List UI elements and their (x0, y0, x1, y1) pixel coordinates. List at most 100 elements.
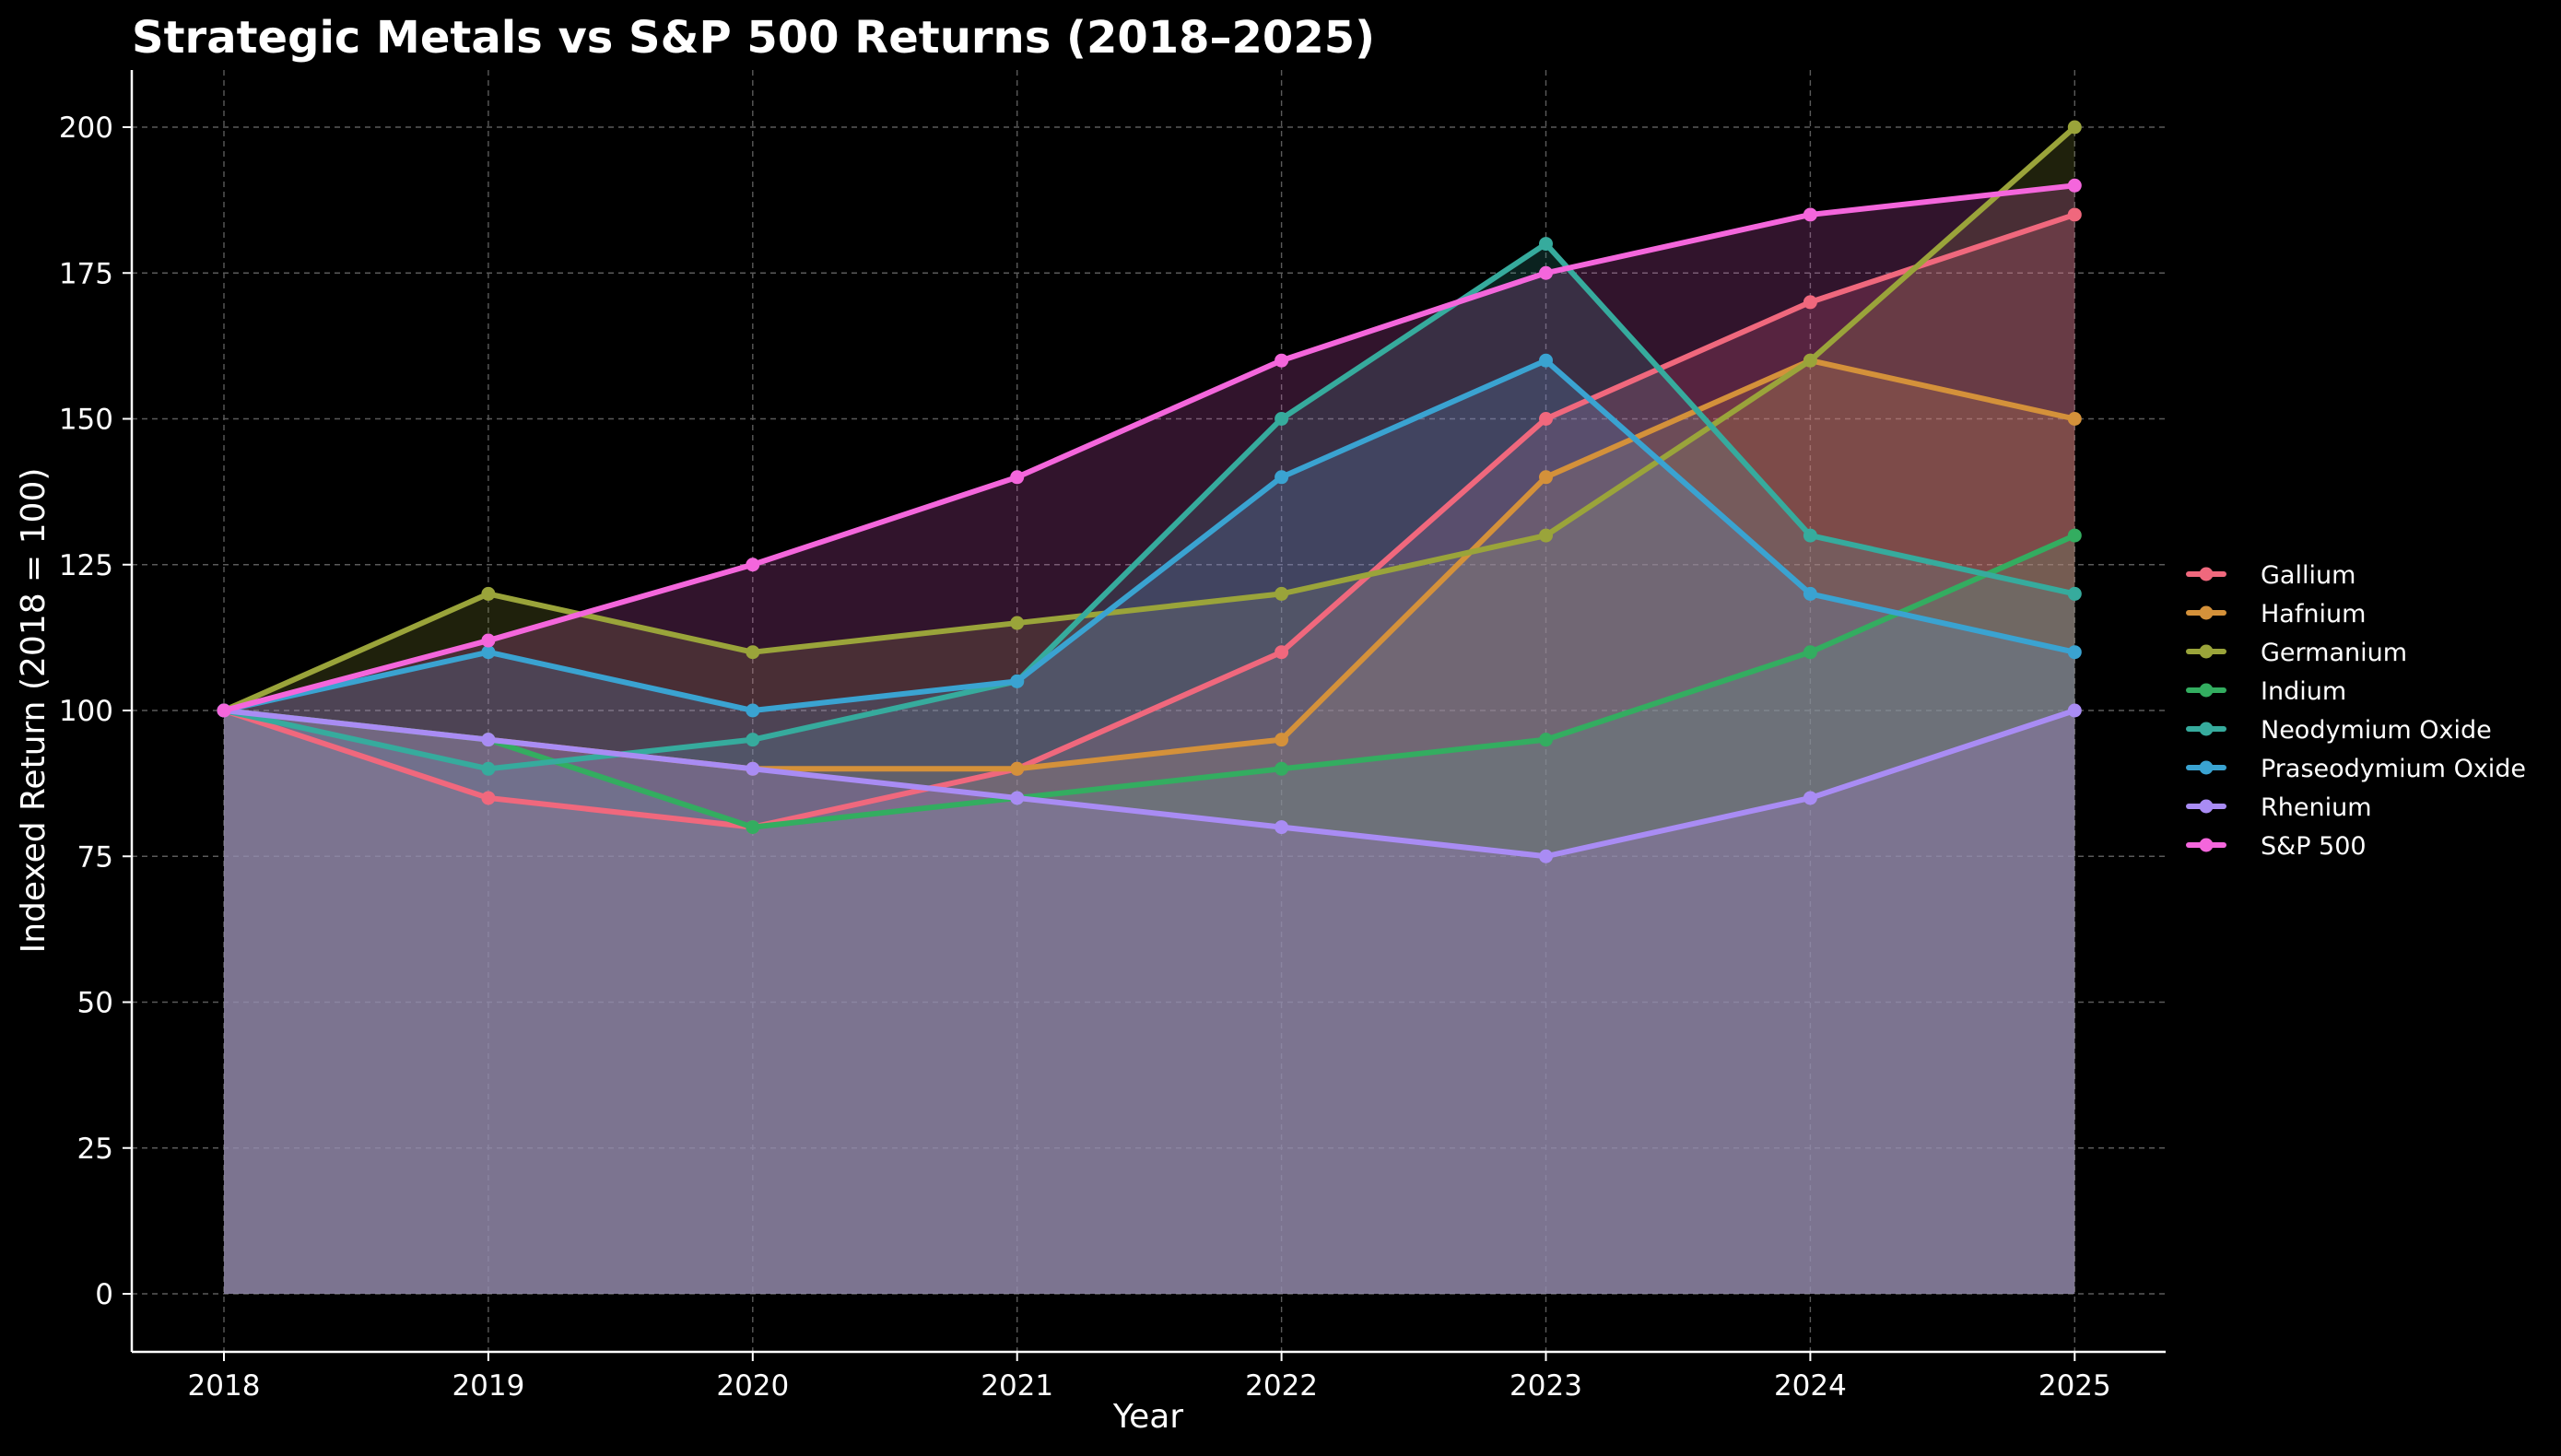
data-point (2067, 645, 2082, 660)
series-line (221, 211, 2078, 830)
y-tick-label: 150 (59, 404, 113, 437)
data-point (1275, 353, 1289, 368)
legend: Gallium Hafnium Germanium Indium Neodymium O… (2186, 561, 2526, 861)
data-point (217, 703, 231, 718)
data-point (1275, 761, 1289, 776)
data-point (481, 633, 496, 648)
legend-item: Praseodymium Oxide (2186, 755, 2526, 783)
data-point (1539, 412, 1553, 426)
y-tick-label: 100 (59, 695, 113, 728)
legend-label: Gallium (2261, 561, 2355, 590)
data-point (1010, 616, 1025, 630)
data-point (481, 791, 496, 805)
data-point (481, 761, 496, 776)
legend-marker (2199, 838, 2214, 852)
data-point (746, 558, 760, 572)
legend-marker (2199, 567, 2214, 581)
x-tick-label: 2024 (1774, 1369, 1847, 1403)
ticks: 2018 2019 2020 2021 2022 2023 2024 2025 0 25 50 75 1… (59, 112, 2111, 1403)
data-point (2067, 528, 2082, 543)
series-line (221, 241, 2078, 772)
data-point (2067, 178, 2082, 193)
legend-label: Rhenium (2261, 793, 2372, 822)
legend-label: Hafnium (2261, 600, 2366, 628)
data-point (481, 645, 496, 660)
data-point (746, 645, 760, 660)
series-line (221, 358, 2078, 713)
data-point (1010, 761, 1025, 776)
data-point (1275, 412, 1289, 426)
data-point (481, 586, 496, 601)
x-tick-label: 2022 (1245, 1369, 1318, 1403)
x-axis-label: Year (1112, 1398, 1183, 1436)
legend-label: Indium (2261, 677, 2346, 706)
legend-label: Germanium (2261, 639, 2407, 667)
y-tick-label: 175 (59, 257, 113, 290)
series-line (221, 124, 2078, 713)
data-point (1275, 586, 1289, 601)
data-point (1539, 353, 1553, 368)
legend-item: Neodymium Oxide (2186, 716, 2492, 745)
y-tick-label: 50 (77, 987, 113, 1020)
area-fill (224, 360, 2075, 1294)
data-point (746, 703, 760, 718)
area-fill (224, 185, 2075, 1294)
legend-marker (2199, 722, 2214, 736)
series-line (221, 533, 2078, 830)
series-lines (217, 120, 2082, 863)
data-point (1803, 353, 1817, 368)
data-point (2067, 120, 2082, 135)
data-point (1539, 237, 1553, 252)
data-point (1803, 207, 1817, 222)
data-point (1539, 733, 1553, 747)
data-point (1803, 586, 1817, 601)
legend-item: Hafnium (2186, 600, 2366, 628)
legend-label: Neodymium Oxide (2261, 716, 2492, 745)
data-point (1539, 265, 1553, 280)
legend-item: Rhenium (2186, 793, 2372, 822)
legend-marker (2199, 683, 2214, 698)
data-point (2067, 703, 2082, 718)
x-tick-label: 2020 (716, 1369, 789, 1403)
chart-title: Strategic Metals vs S&P 500 Returns (201… (132, 12, 1375, 64)
data-point (481, 733, 496, 747)
data-point (1275, 645, 1289, 660)
data-point (1275, 470, 1289, 485)
legend-marker (2199, 760, 2214, 775)
area-fills (224, 127, 2075, 1295)
legend-item: S&P 500 (2186, 832, 2367, 861)
legend-label: Praseodymium Oxide (2261, 755, 2526, 783)
x-tick-label: 2023 (1510, 1369, 1582, 1403)
x-tick-label: 2018 (188, 1369, 261, 1403)
y-tick-label: 75 (77, 840, 113, 874)
legend-marker (2199, 605, 2214, 620)
area-fill (224, 535, 2075, 1294)
y-tick-label: 125 (59, 549, 113, 582)
data-point (1803, 791, 1817, 805)
series-line (221, 708, 2078, 860)
data-point (2067, 207, 2082, 222)
legend-item: Germanium (2186, 639, 2407, 667)
data-point (1010, 470, 1025, 485)
legend-item: Gallium (2186, 561, 2355, 590)
data-point (1275, 733, 1289, 747)
data-point (1803, 528, 1817, 543)
series-line (221, 182, 2078, 713)
data-point (1010, 791, 1025, 805)
data-point (1539, 528, 1553, 543)
area-fill (224, 360, 2075, 1294)
data-point (746, 733, 760, 747)
data-point (1275, 820, 1289, 835)
data-point (1539, 849, 1553, 863)
y-tick-label: 200 (59, 112, 113, 145)
legend-marker (2199, 644, 2214, 659)
y-tick-label: 25 (77, 1133, 113, 1166)
data-point (1010, 674, 1025, 688)
area-fill (224, 710, 2075, 1294)
x-tick-label: 2021 (981, 1369, 1053, 1403)
data-point (1803, 295, 1817, 310)
data-point (2067, 412, 2082, 426)
x-tick-label: 2025 (2038, 1369, 2111, 1403)
y-axis-label: Indexed Return (2018 = 100) (15, 468, 53, 954)
